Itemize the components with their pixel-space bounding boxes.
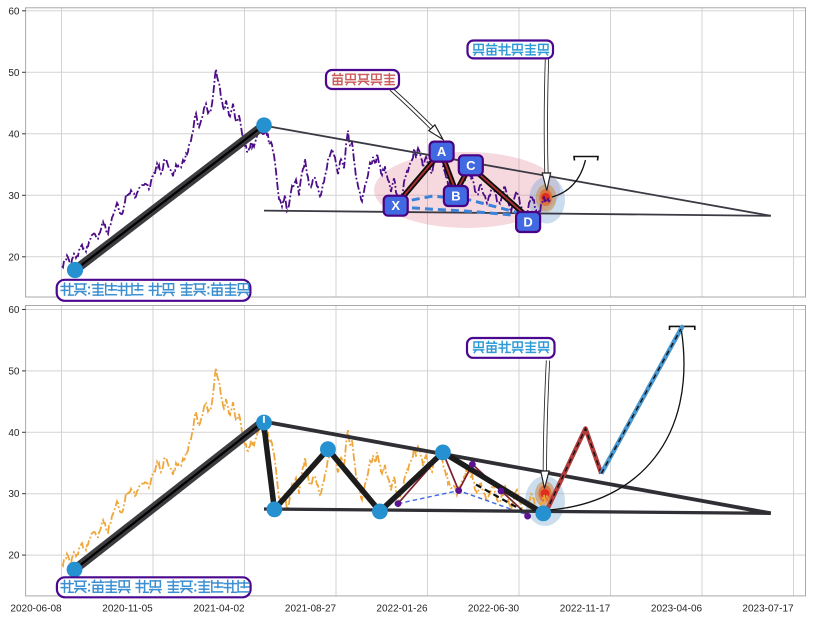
svg-text:2023-07-17: 2023-07-17 (742, 604, 794, 615)
svg-text:30: 30 (8, 489, 20, 500)
svg-text:D: D (523, 215, 532, 230)
svg-text:2021-08-27: 2021-08-27 (285, 604, 337, 615)
svg-text:60: 60 (8, 6, 20, 17)
svg-text:50: 50 (8, 366, 20, 377)
svg-text:20: 20 (8, 551, 20, 562)
svg-text:2021-04-02: 2021-04-02 (193, 604, 245, 615)
svg-text:2023-04-06: 2023-04-06 (651, 604, 703, 615)
svg-text:2022-06-30: 2022-06-30 (468, 604, 520, 615)
svg-text:A: A (437, 144, 447, 159)
svg-text:30: 30 (8, 191, 20, 202)
svg-text:2020-06-08: 2020-06-08 (10, 604, 62, 615)
svg-text:2020-11-05: 2020-11-05 (102, 604, 153, 615)
svg-text:X: X (391, 198, 400, 213)
svg-text:2022-01-26: 2022-01-26 (376, 604, 428, 615)
svg-text:B: B (451, 189, 460, 204)
svg-text:40: 40 (8, 428, 20, 439)
svg-text:20: 20 (8, 252, 20, 263)
svg-text:60: 60 (8, 305, 20, 316)
svg-text:C: C (466, 158, 476, 173)
svg-text:50: 50 (8, 68, 20, 79)
svg-text:2022-11-17: 2022-11-17 (560, 604, 611, 615)
svg-text:40: 40 (8, 129, 20, 140)
